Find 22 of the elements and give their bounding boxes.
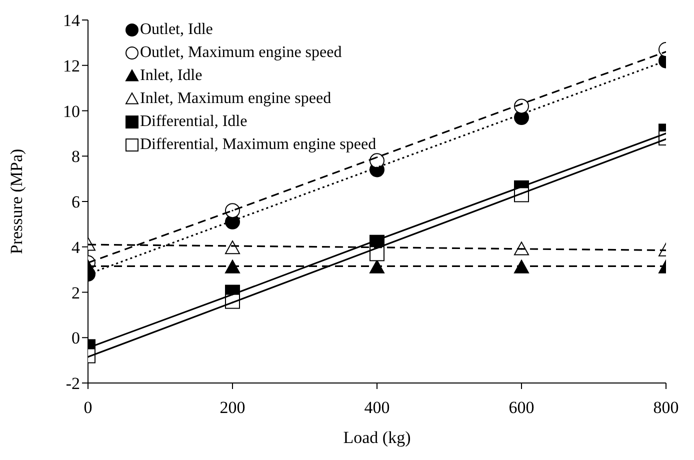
y-tick-label: 12	[63, 56, 80, 76]
legend-label: Inlet, Maximum engine speed	[140, 89, 332, 109]
y-tick-label: 6	[72, 192, 80, 212]
x-tick-label: 200	[220, 398, 246, 418]
y-tick-label: -2	[66, 374, 80, 394]
x-tick-label: 800	[653, 398, 679, 418]
legend-label: Differential, Idle	[140, 112, 248, 132]
x-tick-label: 0	[84, 398, 92, 418]
y-tick-label: 0	[72, 328, 80, 348]
legend-label: Differential, Maximum engine speed	[140, 135, 376, 155]
y-axis-title: Pressure (MPa)	[7, 148, 26, 254]
y-tick-label: 8	[72, 147, 80, 166]
legend-label: Inlet, Idle	[140, 66, 202, 86]
x-tick-label: 400	[364, 398, 390, 418]
x-tick-label: 600	[508, 398, 534, 418]
legend-label: Outlet, Maximum engine speed	[140, 43, 342, 63]
y-tick-label: 10	[63, 102, 80, 121]
y-tick-label: 2	[72, 283, 80, 302]
legend-label: Outlet, Idle	[140, 20, 213, 40]
x-axis-title: Load (kg)	[343, 428, 411, 447]
y-tick-label: 14	[63, 11, 80, 30]
y-tick-label: 4	[72, 238, 80, 257]
